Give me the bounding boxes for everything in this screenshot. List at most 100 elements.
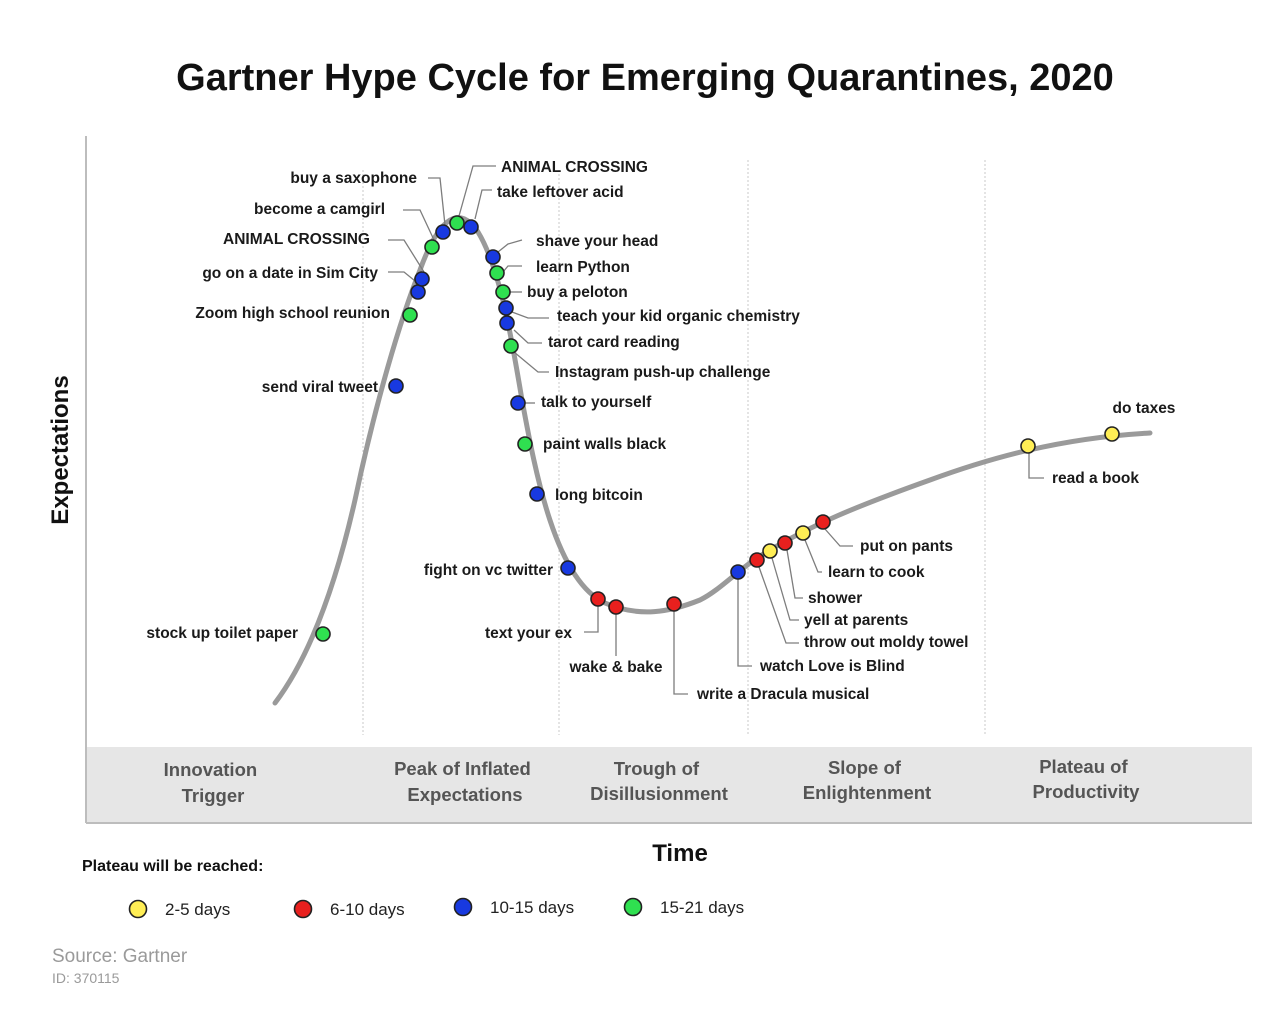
- leader-teach-your-kid-organic-chemistry: [511, 311, 549, 319]
- leader-animal-crossing: [388, 239, 425, 273]
- data-point-go-on-a-date-in-sim-city: [410, 284, 426, 300]
- point-label-take-leftover-acid: take leftover acid: [497, 184, 624, 201]
- data-point-buy-a-peloton: [495, 284, 511, 300]
- data-point-do-taxes: [1104, 426, 1120, 442]
- y-axis-title: Expectations: [47, 375, 74, 524]
- x-axis-title: Time: [652, 840, 708, 867]
- data-point-stock-up-toilet-paper: [315, 626, 331, 642]
- data-point-buy-a-saxophone: [435, 224, 451, 240]
- data-point-tarot-card-reading: [499, 315, 515, 331]
- phase-label-peak: Peak of Inflated Expectations: [394, 758, 536, 805]
- point-label-write-a-dracula-musical: write a Dracula musical: [696, 686, 869, 703]
- phase-label-plateau: Plateau of Productivity: [1033, 756, 1141, 802]
- point-label-read-a-book: read a book: [1052, 470, 1139, 487]
- data-point-watch-love-is-blind: [730, 564, 746, 580]
- data-point-teach-your-kid-organic-chemistry: [498, 300, 514, 316]
- point-label-yell-at-parents: yell at parents: [804, 612, 908, 629]
- leader-buy-a-saxophone: [428, 177, 446, 226]
- legend: Plateau will be reached: 2-5 days 6-10 da…: [82, 858, 744, 919]
- point-label-wake-bake: wake & bake: [568, 659, 662, 676]
- point-label-shower: shower: [808, 590, 862, 607]
- data-point-instagram-push-up-challenge: [503, 338, 519, 354]
- point-label-shave-your-head: shave your head: [536, 233, 658, 250]
- data-point-animal-crossing: [449, 215, 465, 231]
- point-label-tarot-card-reading: tarot card reading: [548, 334, 680, 351]
- data-point-zoom-high-school-reunion: [402, 307, 418, 323]
- point-label-buy-a-saxophone: buy a saxophone: [290, 170, 417, 187]
- leader-shave-your-head: [497, 239, 523, 253]
- point-label-buy-a-peloton: buy a peloton: [527, 284, 628, 301]
- legend-swatch-15-21-days: [623, 897, 643, 917]
- point-label-learn-python: learn Python: [536, 259, 630, 276]
- data-point-talk-to-yourself: [510, 395, 526, 411]
- leader-put-on-pants: [824, 528, 853, 547]
- point-label-do-taxes: do taxes: [1113, 400, 1176, 417]
- data-point-animal-crossing: [414, 271, 430, 287]
- leader-learn-to-cook: [804, 539, 822, 573]
- point-label-become-a-camgirl: become a camgirl: [254, 201, 385, 218]
- legend-swatch-10-15-days: [453, 897, 473, 917]
- leader-learn-python: [502, 265, 522, 273]
- data-point-send-viral-tweet: [388, 378, 404, 394]
- legend-label-15-21-days: 15-21 days: [660, 898, 744, 917]
- legend-label-10-15-days: 10-15 days: [490, 898, 574, 917]
- leader-yell-at-parents: [771, 557, 799, 621]
- data-point-become-a-camgirl: [424, 239, 440, 255]
- phase-label-slope: Slope of Enlightenment: [803, 757, 931, 803]
- point-label-go-on-a-date-in-sim-city: go on a date in Sim City: [202, 265, 378, 282]
- source-id: ID: 370115: [52, 970, 120, 986]
- data-point-put-on-pants: [815, 514, 831, 530]
- leader-take-leftover-acid: [474, 189, 492, 220]
- point-label-put-on-pants: put on pants: [860, 538, 953, 555]
- data-point-shave-your-head: [485, 249, 501, 265]
- data-point-shower: [777, 535, 793, 551]
- point-label-send-viral-tweet: send viral tweet: [262, 379, 378, 396]
- legend-title: Plateau will be reached:: [82, 858, 263, 875]
- legend-swatch-2-5-days: [128, 899, 148, 919]
- leader-write-a-dracula-musical: [673, 611, 688, 695]
- point-label-paint-walls-black: paint walls black: [543, 436, 667, 453]
- data-point-read-a-book: [1020, 438, 1036, 454]
- point-label-watch-love-is-blind: watch Love is Blind: [759, 658, 905, 675]
- data-points: [315, 215, 1120, 642]
- leader-instagram-push-up-challenge: [513, 351, 549, 373]
- leader-watch-love-is-blind: [737, 579, 752, 667]
- data-point-take-leftover-acid: [463, 219, 479, 235]
- point-label-animal-crossing: ANIMAL CROSSING: [223, 231, 370, 248]
- data-point-learn-to-cook: [795, 525, 811, 541]
- legend-label-6-10-days: 6-10 days: [330, 900, 405, 919]
- leader-animal-crossing: [458, 165, 496, 217]
- point-label-long-bitcoin: long bitcoin: [555, 487, 643, 504]
- data-point-write-a-dracula-musical: [666, 596, 682, 612]
- legend-label-2-5-days: 2-5 days: [165, 900, 230, 919]
- chart-title: Gartner Hype Cycle for Emerging Quaranti…: [176, 57, 1114, 99]
- legend-swatch-6-10-days: [293, 899, 313, 919]
- data-point-learn-python: [489, 265, 505, 281]
- data-point-fight-on-vc-twitter: [560, 560, 576, 576]
- source-text: Source: Gartner: [52, 946, 188, 967]
- phase-label-trough: Trough of Disillusionment: [590, 758, 728, 804]
- data-point-throw-out-moldy-towel: [749, 552, 765, 568]
- leader-become-a-camgirl: [403, 209, 435, 241]
- leader-read-a-book: [1028, 453, 1044, 479]
- leader-tarot-card-reading: [513, 329, 542, 344]
- phase-label-innovation-trigger: Innovation Trigger: [164, 759, 263, 806]
- leader-text-your-ex: [584, 606, 599, 633]
- point-labels: stock up toilet paper send viral tweet Zoo…: [146, 159, 1175, 703]
- point-label-zoom-high-school-reunion: Zoom high school reunion: [195, 305, 390, 322]
- hype-curve: [272, 215, 1153, 706]
- leader-throw-out-moldy-towel: [758, 566, 799, 644]
- point-label-teach-your-kid-organic-chemistry: teach your kid organic chemistry: [557, 308, 800, 325]
- leader-shower: [786, 549, 803, 599]
- data-point-paint-walls-black: [517, 436, 533, 452]
- point-label-instagram-push-up-challenge: Instagram push-up challenge: [555, 364, 771, 381]
- data-point-yell-at-parents: [762, 543, 778, 559]
- data-point-wake-bake: [608, 599, 624, 615]
- point-label-text-your-ex: text your ex: [485, 625, 572, 642]
- point-label-learn-to-cook: learn to cook: [828, 564, 925, 581]
- data-point-long-bitcoin: [529, 486, 545, 502]
- point-label-fight-on-vc-twitter: fight on vc twitter: [424, 562, 553, 579]
- point-label-stock-up-toilet-paper: stock up toilet paper: [146, 625, 298, 642]
- phase-band: [87, 747, 1252, 823]
- data-point-text-your-ex: [590, 591, 606, 607]
